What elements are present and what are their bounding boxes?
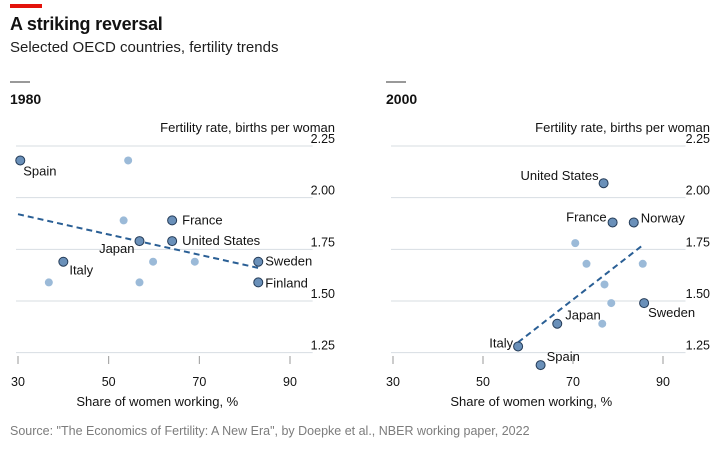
point-label: Sweden — [648, 305, 695, 320]
data-point — [124, 156, 133, 165]
x-tick-label: 90 — [656, 375, 670, 389]
y-tick-label: 2.00 — [686, 184, 710, 198]
source-note: Source: "The Economics of Fertility: A N… — [10, 424, 530, 438]
y-tick-label: 1.75 — [686, 235, 710, 249]
data-point — [607, 299, 616, 308]
data-point — [535, 360, 546, 371]
y-tick-label: 1.25 — [311, 339, 335, 353]
data-point — [638, 259, 647, 268]
point-label: France — [566, 209, 606, 224]
y-tick-label: 1.75 — [311, 235, 335, 249]
page-subtitle: Selected OECD countries, fertility trend… — [10, 39, 279, 56]
accent-bar — [10, 4, 42, 8]
data-point — [149, 257, 158, 266]
data-point — [639, 298, 650, 309]
panel-title: 2000 — [386, 91, 417, 107]
data-point — [253, 277, 264, 288]
y-tick-label: 1.50 — [311, 287, 335, 301]
x-axis-label: Share of women working, % — [450, 394, 612, 409]
x-tick-label: 50 — [102, 375, 116, 389]
data-point — [167, 236, 178, 247]
y-axis-label: Fertility rate, births per woman — [535, 120, 710, 135]
y-tick-label: 2.00 — [311, 184, 335, 198]
data-point — [571, 239, 580, 248]
panel-title: 1980 — [10, 91, 41, 107]
data-point — [15, 155, 26, 166]
data-point — [582, 259, 591, 268]
data-point — [135, 278, 144, 287]
x-tick-label: 90 — [283, 375, 297, 389]
x-tick-label: 50 — [476, 375, 490, 389]
point-label: Norway — [641, 210, 686, 225]
trend-line — [517, 244, 644, 344]
point-label: France — [182, 212, 222, 227]
data-point — [58, 256, 69, 267]
data-point — [600, 280, 609, 289]
data-point — [513, 341, 524, 352]
point-label: Finland — [265, 275, 308, 290]
data-point — [253, 256, 264, 267]
y-tick-label: 2.25 — [311, 132, 335, 146]
data-point — [44, 278, 53, 287]
point-label: United States — [521, 168, 600, 183]
x-axis-label: Share of women working, % — [76, 394, 238, 409]
point-label: Japan — [99, 241, 134, 256]
point-label: Spain — [23, 163, 56, 178]
x-tick-label: 70 — [192, 375, 206, 389]
data-point — [598, 178, 609, 189]
point-label: Japan — [565, 308, 600, 323]
y-tick-label: 1.50 — [686, 287, 710, 301]
x-tick-label: 70 — [566, 375, 580, 389]
y-tick-label: 1.25 — [686, 339, 710, 353]
point-label: Sweden — [265, 254, 312, 269]
x-tick-label: 30 — [11, 375, 25, 389]
point-label: Spain — [547, 349, 580, 364]
data-point — [598, 319, 607, 328]
point-label: United States — [182, 233, 261, 248]
data-point — [134, 236, 145, 247]
page-title: A striking reversal — [10, 14, 163, 34]
data-point — [552, 318, 563, 329]
data-point — [190, 257, 199, 266]
y-tick-label: 2.25 — [686, 132, 710, 146]
point-label: Italy — [69, 263, 93, 278]
x-tick-label: 30 — [386, 375, 400, 389]
y-axis-label: Fertility rate, births per woman — [160, 120, 335, 135]
point-label: Italy — [489, 335, 513, 350]
data-point — [119, 216, 128, 225]
data-point — [628, 217, 639, 228]
data-point — [167, 215, 178, 226]
data-point — [607, 217, 618, 228]
